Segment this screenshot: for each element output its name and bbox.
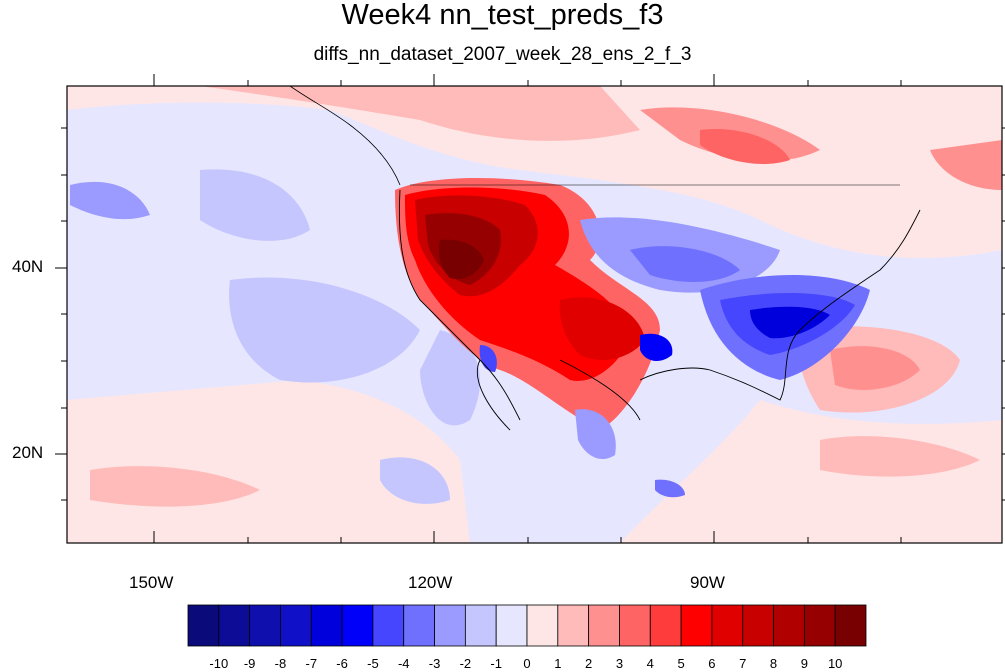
colorbar-swatch (588, 604, 620, 647)
colorbar-swatch (495, 604, 528, 647)
colorbar-label: 7 (739, 656, 747, 671)
colorbar-swatch (310, 604, 343, 647)
colorbar-swatch (187, 604, 220, 647)
colorbar-label: 5 (677, 656, 685, 671)
colorbar-label: 3 (615, 656, 624, 671)
x-label-150w: 150W (129, 573, 174, 592)
y-label-40n: 40N (12, 257, 44, 276)
anomaly-field (67, 86, 1002, 543)
colorbar-label: -5 (367, 656, 379, 671)
colorbar-swatch (773, 604, 805, 647)
colorbar-swatch (834, 604, 867, 647)
map-title: Week4 nn_test_preds_f3 (341, 0, 664, 31)
colorbar-label: 6 (708, 656, 716, 671)
colorbar-swatch (711, 604, 744, 647)
colorbar-label: 4 (646, 656, 654, 671)
colorbar-label: -3 (428, 656, 441, 671)
x-label-90w: 90W (690, 573, 725, 592)
colorbar (187, 604, 867, 647)
colorbar-swatch (742, 604, 774, 647)
colorbar-label: -1 (490, 656, 502, 671)
colorbar-swatch (218, 604, 251, 647)
colorbar-swatch (341, 604, 374, 647)
colorbar-label: 8 (769, 656, 778, 671)
colorbar-swatch (649, 604, 682, 647)
colorbar-label: 10 (827, 656, 843, 671)
colorbar-label: -7 (305, 656, 318, 671)
colorbar-swatch (557, 604, 590, 647)
colorbar-label: 0 (523, 656, 531, 671)
colorbar-swatch (680, 604, 713, 647)
colorbar-label: -2 (459, 656, 472, 671)
colorbar-label: -8 (274, 656, 287, 671)
colorbar-swatch (249, 604, 281, 647)
colorbar-swatch (434, 604, 466, 647)
colorbar-label: 9 (800, 656, 808, 671)
map-subtitle: diffs_nn_dataset_2007_week_28_ens_2_f_3 (313, 44, 692, 65)
colorbar-swatch (280, 604, 312, 647)
colorbar-label: 1 (554, 656, 562, 671)
colorbar-label: 2 (585, 656, 593, 671)
colorbar-label: -4 (397, 656, 410, 671)
colorbar-swatch (464, 604, 497, 647)
x-label-120w: 120W (408, 573, 453, 592)
colorbar-swatch (619, 604, 651, 647)
colorbar-swatch (526, 604, 559, 647)
colorbar-label: -9 (243, 656, 256, 671)
colorbar-label: -10 (209, 656, 229, 671)
y-label-20n: 20N (12, 443, 44, 462)
colorbar-swatch (403, 604, 435, 647)
colorbar-swatch (372, 604, 405, 647)
colorbar-swatch (803, 604, 836, 647)
colorbar-label: -6 (336, 656, 348, 671)
axis-ticks (55, 74, 1005, 543)
